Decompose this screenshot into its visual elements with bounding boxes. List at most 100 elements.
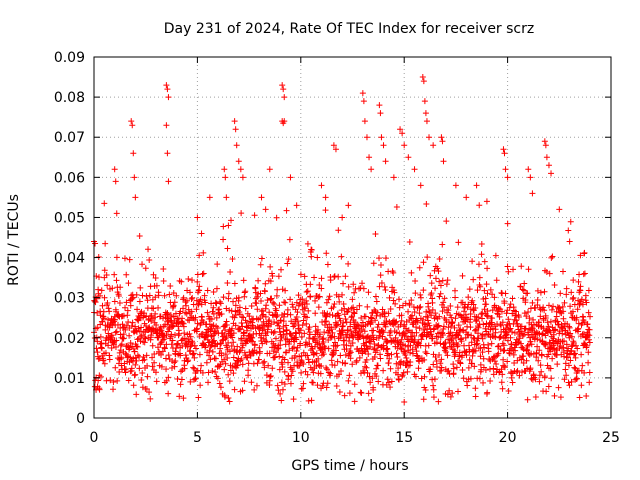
data-point-marker [417,294,424,301]
data-point-marker [395,365,402,372]
data-point-marker [114,377,121,384]
data-point-marker [241,378,248,385]
data-point-marker [495,311,502,318]
data-point-marker [399,373,406,380]
data-point-marker [146,389,153,396]
data-point-marker [548,170,555,177]
data-point-marker [455,322,462,329]
data-point-marker [102,349,109,356]
data-point-marker [257,290,264,297]
data-point-marker [274,345,281,352]
data-point-marker [554,318,561,325]
data-point-marker [407,349,414,356]
data-point-marker [500,356,507,363]
data-point-marker [101,360,108,367]
data-point-marker [174,375,181,382]
data-point-marker [120,331,127,338]
data-point-marker [482,295,489,302]
data-point-marker [489,291,496,298]
data-point-marker [214,375,221,382]
data-point-marker [452,351,459,358]
data-point-marker [457,360,464,367]
data-point-marker [440,323,447,330]
data-point-marker [349,361,356,368]
data-point-marker [342,351,349,358]
data-point-marker [407,358,414,365]
data-point-marker [453,364,460,371]
data-point-marker [437,282,444,289]
data-point-marker [447,302,454,309]
data-point-marker [443,348,450,355]
data-point-marker [546,270,553,277]
data-point-marker [99,302,106,309]
data-point-marker [570,351,577,358]
data-point-marker [324,261,331,268]
data-point-marker [275,273,282,280]
data-point-marker [165,94,172,101]
data-point-marker [501,364,508,371]
data-point-marker [202,342,209,349]
data-point-marker [346,348,353,355]
data-point-marker [428,280,435,287]
data-point-marker [542,142,549,149]
data-point-marker [212,369,219,376]
data-point-marker [100,357,107,364]
data-point-marker [131,174,138,181]
data-point-marker [305,359,312,366]
data-point-marker [102,240,109,247]
data-point-marker [436,352,443,359]
data-point-marker [469,258,476,265]
data-point-marker [264,297,271,304]
data-point-marker [483,281,490,288]
data-point-marker [388,351,395,358]
data-point-marker [555,321,562,328]
data-point-marker [232,126,239,133]
data-point-marker [171,299,178,306]
data-point-marker [273,307,280,314]
data-point-marker [127,302,134,309]
data-point-marker [230,330,237,337]
data-point-marker [555,384,562,391]
data-point-marker [327,334,334,341]
data-point-marker [398,345,405,352]
data-point-marker [224,245,231,252]
data-point-marker [450,361,457,368]
data-point-marker [364,369,371,376]
data-point-marker [168,364,175,371]
data-point-marker [261,358,268,365]
data-point-marker [147,395,154,402]
data-point-marker [143,352,150,359]
data-point-marker [410,303,417,310]
data-point-marker [283,322,290,329]
data-point-marker [542,341,549,348]
data-point-marker [132,371,139,378]
data-point-marker [149,342,156,349]
data-point-marker [289,301,296,308]
data-point-marker [347,349,354,356]
data-point-marker [495,350,502,357]
data-point-marker [269,365,276,372]
data-point-marker [382,286,389,293]
data-point-marker [208,300,215,307]
data-point-marker [278,397,285,404]
data-point-marker [385,310,392,317]
data-point-marker [113,328,120,335]
data-point-marker [545,302,552,309]
data-point-marker [400,329,407,336]
data-point-marker [322,207,329,214]
data-point-marker [199,271,206,278]
data-point-marker [418,336,425,343]
data-point-marker [144,373,151,380]
data-point-marker [173,345,180,352]
data-point-marker [105,342,112,349]
data-point-marker [350,281,357,288]
data-point-marker [527,365,534,372]
data-point-marker [487,286,494,293]
data-point-marker [574,306,581,313]
data-point-marker [214,324,221,331]
data-point-marker [514,367,521,374]
data-point-marker [127,354,134,361]
data-point-marker [266,166,273,173]
data-point-marker [262,206,269,213]
data-point-marker [481,344,488,351]
